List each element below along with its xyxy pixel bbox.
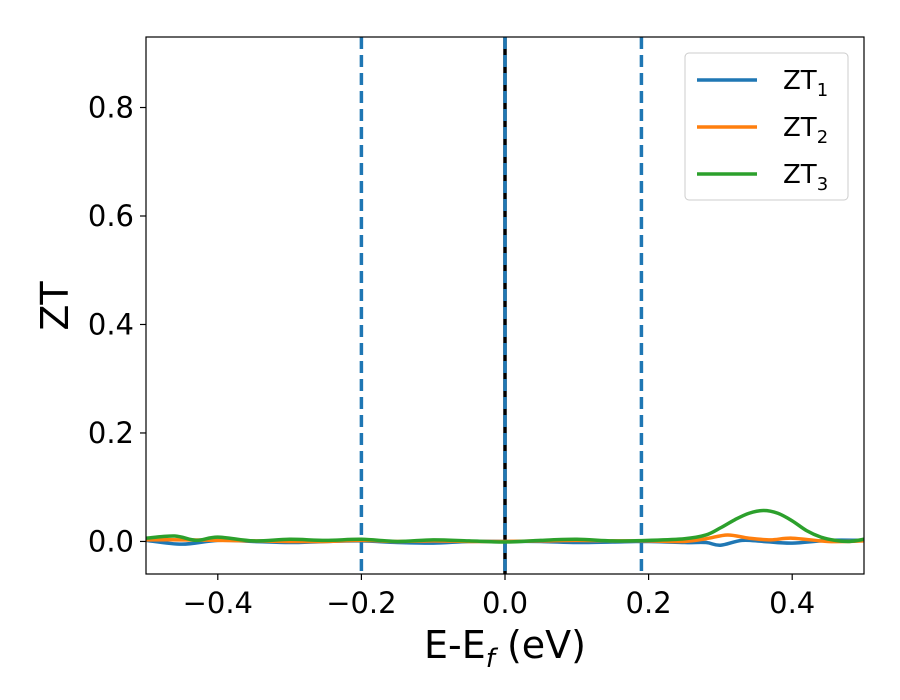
- y-axis-title: ZT: [33, 281, 77, 331]
- legend: ZT1 ZT2 ZT3: [684, 52, 849, 201]
- y-tick-label: 0.8: [88, 91, 134, 125]
- reference-lines: [359, 37, 644, 574]
- legend-entry-zt1: ZT1: [697, 66, 828, 101]
- series-line-zt3: [146, 508, 864, 544]
- y-tick-label: 0.0: [88, 524, 134, 558]
- legend-label: ZT3: [783, 160, 828, 195]
- x-tick-label: 0.4: [769, 586, 815, 620]
- y-axis-ticks: 0.0 0.2 0.4 0.6 0.8: [88, 91, 146, 558]
- legend-label: ZT1: [783, 66, 828, 101]
- x-axis-ticks: −0.4 −0.2 0.0 0.2 0.4: [183, 574, 815, 620]
- legend-box: [684, 52, 849, 201]
- x-axis-title: E-Ef (eV): [424, 623, 586, 674]
- legend-label: ZT2: [783, 113, 828, 148]
- legend-entry-zt2: ZT2: [697, 113, 828, 148]
- x-tick-label: −0.2: [326, 586, 396, 620]
- x-tick-label: −0.4: [183, 586, 253, 620]
- legend-entry-zt3: ZT3: [697, 160, 828, 195]
- y-tick-label: 0.4: [88, 307, 134, 341]
- x-tick-label: 0.2: [626, 586, 672, 620]
- plot-lines: [146, 508, 864, 548]
- y-tick-label: 0.2: [88, 416, 134, 450]
- y-tick-label: 0.6: [88, 199, 134, 233]
- x-tick-label: 0.0: [482, 586, 528, 620]
